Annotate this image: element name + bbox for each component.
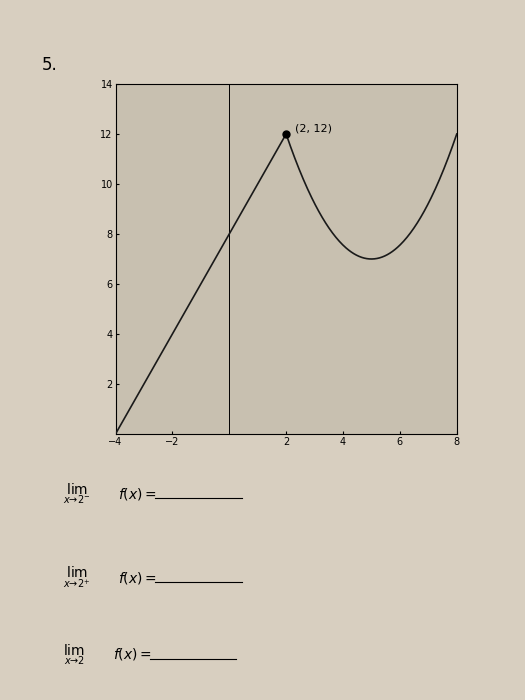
Text: $f(x) =$: $f(x) =$ bbox=[118, 570, 157, 585]
Text: (2, 12): (2, 12) bbox=[295, 123, 332, 134]
Text: 5.: 5. bbox=[42, 56, 58, 74]
Text: $\lim_{x \to 2}$: $\lim_{x \to 2}$ bbox=[63, 642, 85, 667]
Text: $\lim_{x \to 2^-}$: $\lim_{x \to 2^-}$ bbox=[63, 481, 90, 506]
Text: $f(x) =$: $f(x) =$ bbox=[118, 486, 157, 501]
Text: $\lim_{x \to 2^+}$: $\lim_{x \to 2^+}$ bbox=[63, 564, 90, 591]
Text: $f(x) =$: $f(x) =$ bbox=[113, 647, 152, 662]
